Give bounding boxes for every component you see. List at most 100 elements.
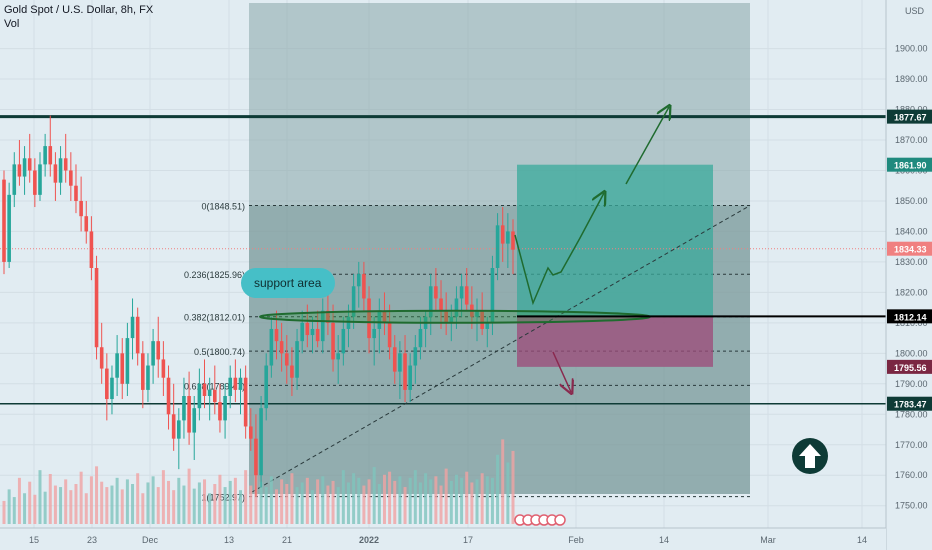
volume-bar	[208, 493, 212, 524]
volume-bar	[460, 477, 464, 524]
projection-arrow-down	[552, 351, 571, 392]
volume-bar	[269, 476, 273, 524]
volume-bar	[213, 484, 217, 524]
take-profit-zone	[517, 164, 713, 317]
volume-bar	[496, 454, 500, 524]
candle-body	[248, 426, 253, 439]
price-axis-background	[886, 0, 932, 550]
candle-body	[495, 225, 500, 268]
volume-bar	[120, 489, 124, 524]
candle-body	[459, 286, 464, 299]
candle-body	[454, 298, 459, 317]
volume-bar	[336, 487, 340, 524]
volume-bar	[485, 476, 489, 524]
projection-arrows	[514, 107, 669, 392]
time-tick-label: 2022	[359, 535, 379, 545]
volume-bar	[105, 487, 109, 524]
chart-legend: Gold Spot / U.S. Dollar, 8h, FX Vol	[4, 3, 153, 31]
volume-bar	[300, 482, 304, 524]
volume-bar	[79, 471, 83, 524]
volume-bar	[38, 470, 42, 524]
candle-body	[346, 316, 351, 329]
volume-bar	[475, 479, 479, 524]
volume-bar	[23, 493, 27, 524]
candle-body	[33, 170, 37, 195]
volume-bar	[146, 482, 150, 524]
candle-body	[408, 365, 412, 390]
candle-body	[12, 164, 17, 195]
time-tick-label: 15	[29, 535, 39, 545]
volume-bar	[192, 488, 196, 524]
candle-body	[274, 328, 279, 342]
candle-body	[182, 396, 186, 421]
event-markers	[514, 514, 566, 526]
candle-body	[43, 146, 47, 165]
candle-body	[341, 328, 346, 354]
volume-bar	[470, 482, 474, 524]
time-tick-label: 23	[87, 535, 97, 545]
candle-body	[439, 298, 443, 311]
candle-body	[326, 310, 330, 323]
candle-body	[351, 286, 356, 317]
time-tick-label: Mar	[760, 535, 776, 545]
price-tick-label: 1850.00	[895, 196, 928, 206]
volume-bar	[511, 450, 515, 524]
volume-bar	[372, 467, 376, 524]
candle-body	[27, 158, 32, 171]
candle-body	[228, 377, 233, 396]
volume-bar	[223, 487, 227, 524]
volume-bar	[274, 489, 278, 524]
candle-body	[135, 316, 140, 354]
time-tick-label: 13	[224, 535, 234, 545]
time-tick-label: Feb	[568, 535, 584, 545]
candle-body	[382, 310, 387, 323]
time-axis-background	[0, 528, 886, 550]
candle-body	[269, 328, 274, 366]
price-tag-label: 1795.56	[894, 363, 927, 373]
candle-body	[48, 146, 53, 165]
candle-body	[336, 353, 340, 360]
volume-bar	[161, 470, 165, 524]
volume-bar	[100, 481, 104, 524]
volume-bar	[388, 471, 392, 524]
price-tick-label: 1830.00	[895, 257, 928, 267]
volume-bar	[2, 500, 6, 524]
volume-bar	[95, 466, 99, 524]
candle-body	[125, 338, 130, 384]
volume-bar	[346, 482, 350, 524]
price-tick-label: 1780.00	[895, 409, 928, 419]
volume-bar	[280, 479, 284, 524]
support-area-bubble	[241, 268, 335, 298]
volume-bar	[413, 470, 417, 524]
price-tag	[887, 241, 932, 256]
volume-bar	[115, 477, 119, 524]
price-tick-label: 1880.00	[895, 105, 928, 115]
candle-body	[290, 365, 294, 378]
candle-body	[17, 164, 22, 177]
candle-body	[192, 408, 197, 433]
volume-bar	[259, 481, 263, 524]
projection-arrow-target	[625, 107, 669, 185]
volume-bar	[172, 490, 176, 524]
support-area-label: support area	[254, 276, 322, 290]
price-tick-label: 1900.00	[895, 44, 928, 54]
volume-bar	[218, 474, 222, 524]
volume-bar	[393, 480, 397, 524]
fib-level-label: 0(1848.51)	[201, 201, 245, 211]
candle-body	[372, 328, 376, 339]
candle-body	[187, 396, 191, 433]
volume-label: Vol	[4, 18, 20, 30]
fib-level-label: 0.236(1825.96)	[184, 270, 245, 280]
volume-bar	[110, 485, 114, 524]
candle-body	[63, 158, 68, 171]
candle-body	[2, 179, 6, 262]
volume-bar	[156, 487, 160, 524]
candle-body	[284, 353, 289, 366]
price-tag	[887, 359, 932, 374]
volume-bar	[84, 493, 88, 524]
candle-body	[367, 298, 371, 339]
candle-body	[356, 274, 361, 287]
volume-bar	[449, 480, 453, 524]
candle-body	[38, 164, 42, 195]
